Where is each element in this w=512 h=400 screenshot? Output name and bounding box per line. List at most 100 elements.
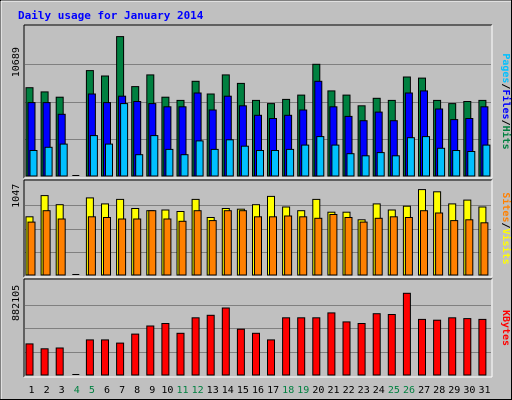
bar-sites-day-13: [208, 220, 217, 276]
panel-hits-files-pages: 10689 Pages/Files/Hits: [11, 24, 512, 179]
series-pages: [29, 103, 491, 177]
bar-sites-day-20: [314, 217, 323, 276]
x-tick-label: 8: [134, 385, 140, 396]
bar-kbytes-day-15: [236, 328, 245, 376]
bar-pages-day-19: [301, 144, 310, 177]
bar-sites-day-26: [404, 217, 413, 276]
bar-kbytes-day-12: [191, 317, 200, 376]
x-tick-label: 2: [44, 385, 50, 396]
bar-sites-day-29: [450, 220, 459, 276]
bar-sites-day-6: [103, 217, 111, 276]
bar-pages-day-25: [391, 155, 400, 177]
x-tick-label: 12: [192, 385, 204, 396]
bar-kbytes-day-30: [463, 318, 472, 376]
x-tick-label: 1: [28, 385, 34, 396]
x-tick-label: 15: [237, 385, 249, 396]
x-tick-label: 19: [297, 385, 309, 396]
x-tick-label: 5: [89, 385, 95, 396]
bar-pages-day-31: [482, 144, 491, 177]
bar-kbytes-day-22: [342, 321, 351, 376]
y-label-part: /: [500, 83, 511, 89]
bar-sites-day-12: [193, 210, 202, 276]
x-tick-label: 21: [327, 385, 339, 396]
bar-pages-day-24: [376, 152, 385, 177]
bar-sites-day-22: [344, 217, 353, 276]
bar-sites-day-11: [178, 220, 187, 276]
bar-pages-day-15: [240, 145, 249, 177]
panel-kbytes: 882105 KBytes: [11, 278, 511, 378]
y-label-part: Files: [500, 89, 512, 119]
bar-pages-day-12: [195, 140, 204, 177]
series-kbytes: [25, 292, 487, 376]
y-label-part: Sites: [500, 192, 512, 222]
x-tick-label: 14: [222, 385, 234, 396]
x-axis-labels: 1 2 3 4 5 6 7 8 9 10 11 12 13 14 15 16 17 18 19 20 21 22 23 24 2…: [28, 385, 490, 396]
y-axis-label: Pages/Files/Hits: [500, 53, 512, 149]
bar-kbytes-day-5: [85, 339, 94, 376]
x-tick-label: 13: [207, 385, 219, 396]
bar-pages-day-1: [29, 150, 38, 177]
bar-sites-day-24: [374, 217, 383, 276]
bar-sites-day-3: [57, 218, 66, 276]
y-axis-label: Sites/Visits: [500, 192, 512, 264]
bar-kbytes-day-11: [176, 332, 185, 376]
bar-sites-day-7: [118, 218, 127, 276]
y-label-part: KBytes: [500, 310, 511, 346]
bar-pages-day-5: [89, 135, 98, 177]
bar-kbytes-day-13: [206, 314, 215, 376]
bar-sites-day-31: [480, 222, 489, 276]
x-tick-label: 24: [373, 385, 385, 396]
bar-pages-day-10: [165, 148, 174, 177]
x-tick-label: 7: [119, 385, 125, 396]
bar-kbytes-day-29: [448, 317, 457, 376]
bar-sites-day-8: [133, 218, 142, 276]
bar-sites-day-25: [389, 216, 398, 276]
bar-kbytes-day-31: [478, 318, 487, 376]
bar-kbytes-day-9: [146, 325, 155, 376]
bar-kbytes-day-14: [221, 307, 230, 376]
x-tick-label: 30: [463, 385, 475, 396]
bar-kbytes-day-16: [252, 332, 260, 376]
bar-sites-day-28: [435, 212, 444, 276]
x-tick-label: 20: [312, 385, 324, 396]
bar-pages-day-21: [331, 144, 340, 177]
bar-pages-day-9: [150, 135, 159, 177]
bar-pages-day-29: [452, 150, 461, 177]
bar-kbytes-day-19: [297, 317, 306, 376]
bar-sites-day-30: [465, 219, 474, 276]
bar-pages-day-27: [422, 136, 430, 177]
bar-pages-day-2: [44, 146, 53, 177]
bar-kbytes-day-20: [312, 317, 321, 376]
y-tick-label: 882105: [11, 285, 22, 321]
bar-sites-day-19: [299, 216, 308, 276]
bar-pages-day-23: [361, 155, 370, 177]
x-tick-label: 10: [161, 385, 173, 396]
bar-kbytes-day-25: [387, 314, 396, 376]
bar-kbytes-day-17: [267, 339, 275, 376]
bar-kbytes-day-27: [418, 318, 426, 376]
x-tick-label: 27: [418, 385, 430, 396]
bar-pages-day-26: [406, 137, 415, 177]
bar-kbytes-day-8: [131, 333, 140, 376]
bar-zero: [72, 175, 80, 176]
bar-pages-day-17: [271, 150, 279, 177]
x-tick-label: 28: [433, 385, 445, 396]
bar-pages-day-8: [135, 154, 144, 177]
bar-pages-day-28: [437, 147, 446, 177]
x-tick-label: 4: [74, 385, 80, 396]
y-label-part: /: [500, 120, 511, 126]
bar-pages-day-22: [346, 153, 355, 177]
bar-kbytes-day-21: [327, 312, 336, 376]
bar-sites-day-2: [42, 210, 51, 276]
bar-sites-day-5: [87, 216, 96, 276]
y-label-part: Visits: [500, 229, 512, 265]
y-tick-label: 1047: [11, 184, 22, 208]
bar-kbytes-day-10: [161, 323, 170, 376]
bar-sites-day-15: [238, 210, 247, 276]
bar-pages-day-11: [180, 154, 189, 177]
bar-sites-day-9: [148, 210, 157, 276]
bar-pages-day-13: [210, 148, 219, 177]
